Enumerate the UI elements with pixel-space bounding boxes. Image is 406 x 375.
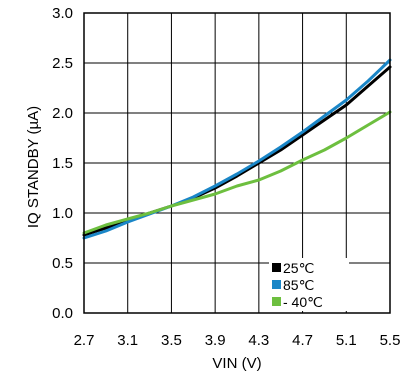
series-line-0 xyxy=(82,65,392,237)
legend-swatch xyxy=(272,280,281,289)
series-line-1 xyxy=(82,58,392,240)
x-tick-label: 4.7 xyxy=(292,332,313,349)
x-axis-title: VIN (V) xyxy=(212,355,261,372)
y-tick-label: 2.5 xyxy=(52,55,73,72)
legend-label: 85℃ xyxy=(283,277,314,293)
x-tick-label: 4.3 xyxy=(248,332,269,349)
y-tick-label: 0.5 xyxy=(52,255,73,272)
series-line-2 xyxy=(82,110,392,235)
series-lines xyxy=(82,58,392,240)
y-tick-label: 1.0 xyxy=(52,205,73,222)
legend-label: 25℃ xyxy=(283,260,314,276)
plot-area-frame xyxy=(83,12,391,314)
y-tick-label: 3.0 xyxy=(52,5,73,22)
legend-label: - 40℃ xyxy=(283,294,323,310)
legend: 25℃85℃- 40℃ xyxy=(269,258,349,311)
legend-swatch xyxy=(272,263,281,272)
x-tick-label: 3.1 xyxy=(117,332,138,349)
y-axis-title: IQ STANDBY (µA) xyxy=(25,106,42,228)
y-tick-labels: 0.0 0.5 1.0 1.5 2.0 2.5 3.0 xyxy=(52,5,73,322)
y-tick-label: 0.0 xyxy=(52,305,73,322)
legend-swatch xyxy=(272,297,281,306)
x-tick-label: 5.5 xyxy=(380,332,401,349)
y-tick-label: 1.5 xyxy=(52,155,73,172)
x-tick-label: 3.9 xyxy=(205,332,226,349)
x-tick-label: 3.5 xyxy=(161,332,182,349)
x-tick-label: 5.1 xyxy=(336,332,357,349)
legend-background xyxy=(269,258,349,311)
x-tick-label: 2.7 xyxy=(74,332,95,349)
y-tick-label: 2.0 xyxy=(52,105,73,122)
x-tick-labels: 2.7 3.1 3.5 3.9 4.3 4.7 5.1 5.5 xyxy=(74,332,401,349)
